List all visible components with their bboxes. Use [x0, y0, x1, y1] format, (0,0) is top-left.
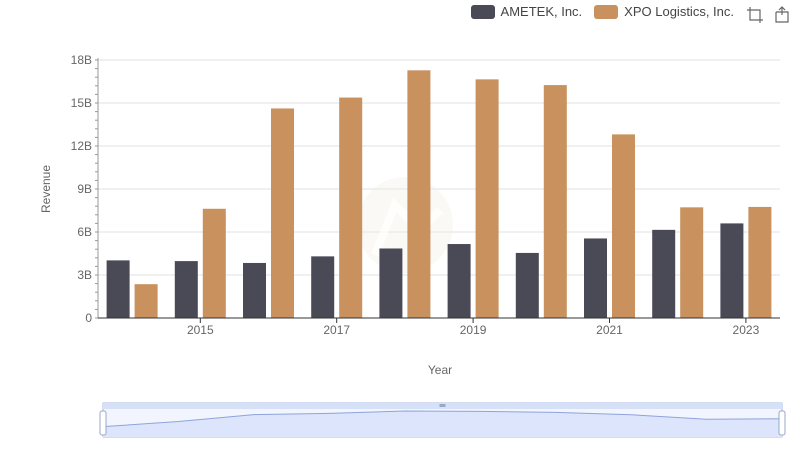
bar-xpo-2021[interactable] — [612, 134, 635, 318]
x-tick-label: 2021 — [596, 323, 623, 337]
legend-label-xpo: XPO Logistics, Inc. — [624, 4, 734, 19]
bar-xpo-2023[interactable] — [748, 206, 772, 318]
bar-ametek-2020[interactable] — [515, 252, 539, 318]
x-axis-title: Year — [428, 363, 452, 377]
bar-xpo-2019[interactable] — [475, 79, 499, 318]
y-tick-label: 9B — [77, 182, 92, 196]
bar-xpo-2017[interactable] — [339, 97, 363, 318]
bar-xpo-2016[interactable] — [271, 108, 294, 319]
bar-xpo-2018[interactable] — [407, 70, 431, 318]
x-tick-labels: 2015 2017 2019 2021 2023 — [187, 323, 760, 337]
bar-ametek-2016[interactable] — [243, 262, 266, 318]
bar-ametek-2019[interactable] — [447, 244, 471, 318]
y-tick-labels: 0 3B 6B 9B 12B 15B 18B — [71, 53, 93, 325]
slider-grip-icon[interactable] — [439, 404, 446, 407]
y-tick-label: 6B — [77, 225, 92, 239]
bar-series — [106, 70, 772, 319]
slider-area — [103, 411, 782, 437]
x-tick-label: 2023 — [733, 323, 760, 337]
bar-ametek-2018[interactable] — [379, 248, 403, 318]
slider-line — [102, 410, 783, 428]
bar-ametek-2023[interactable] — [720, 223, 744, 318]
legend-swatch-xpo — [594, 4, 619, 19]
watermark-logo — [357, 177, 453, 273]
y-axis-title: Revenue — [39, 165, 53, 213]
legend-label-ametek: AMETEK, Inc. — [500, 4, 583, 19]
bar-ametek-2017[interactable] — [311, 256, 335, 318]
legend-item-xpo[interactable]: XPO Logistics, Inc. — [594, 4, 734, 19]
chart-legend: AMETEK, Inc. XPO Logistics, Inc. — [470, 4, 734, 19]
slider-handle-left[interactable] — [99, 410, 107, 436]
x-tick-label: 2019 — [460, 323, 487, 337]
zoom-reset-icon[interactable] — [774, 6, 792, 24]
bar-ametek-2021[interactable] — [584, 238, 607, 318]
zoom-slider[interactable] — [99, 402, 786, 438]
x-tick-label: 2017 — [323, 323, 350, 337]
legend-item-ametek[interactable]: AMETEK, Inc. — [470, 4, 583, 19]
bar-ametek-2022[interactable] — [652, 229, 676, 318]
y-tick-label: 0 — [85, 311, 92, 325]
y-tick-label: 18B — [71, 53, 92, 67]
y-tick-label: 15B — [71, 96, 92, 110]
bar-xpo-2020[interactable] — [543, 85, 567, 318]
bar-xpo-2022[interactable] — [680, 207, 704, 318]
x-tick-label: 2015 — [187, 323, 214, 337]
zoom-icon[interactable] — [746, 6, 764, 24]
bar-xpo-2015[interactable] — [202, 208, 226, 318]
axes — [95, 58, 780, 323]
bar-xpo-2014[interactable] — [134, 284, 158, 318]
y-tick-label: 12B — [71, 139, 92, 153]
bar-ametek-2014[interactable] — [106, 260, 130, 318]
y-tick-label: 3B — [77, 268, 92, 282]
toolbox — [746, 6, 792, 24]
bar-ametek-2015[interactable] — [174, 261, 198, 318]
legend-swatch-ametek — [470, 4, 495, 19]
slider-handle-right[interactable] — [778, 410, 786, 436]
